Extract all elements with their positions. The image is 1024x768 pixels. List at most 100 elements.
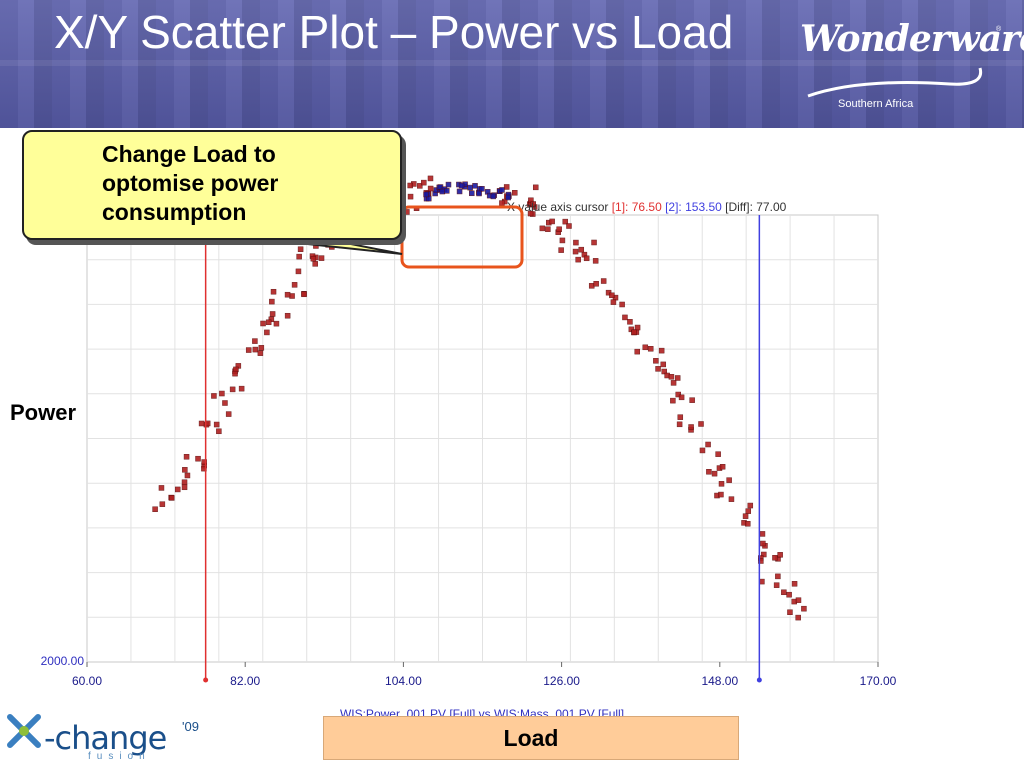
data-point	[573, 239, 579, 246]
data-point	[260, 320, 266, 327]
highlight-box	[400, 205, 524, 269]
data-point	[539, 225, 546, 232]
data-point	[718, 481, 725, 487]
slide-header: X/Y Scatter Plot – Power vs Load Wonderw…	[0, 0, 1024, 128]
x-tick-label: 104.00	[385, 674, 422, 688]
data-point	[658, 347, 665, 354]
data-point	[706, 469, 712, 475]
data-point	[269, 311, 276, 317]
data-point	[310, 255, 317, 262]
data-point	[726, 477, 732, 483]
data-point	[566, 223, 572, 229]
data-point	[213, 421, 220, 428]
data-point	[252, 346, 259, 353]
data-point	[786, 591, 792, 598]
data-point	[556, 226, 562, 233]
data-point	[421, 179, 427, 186]
y-axis-label: Power	[10, 400, 77, 425]
data-point	[705, 441, 711, 448]
data-point	[795, 597, 802, 603]
data-point	[761, 551, 767, 558]
data-point	[711, 470, 718, 477]
data-point	[183, 454, 190, 460]
data-point	[503, 184, 510, 190]
data-point	[609, 292, 615, 299]
data-point	[265, 319, 272, 326]
data-point	[245, 347, 252, 353]
event-subtitle: fusion	[88, 751, 151, 762]
data-point	[467, 184, 473, 191]
logo-swoosh-icon	[807, 67, 983, 98]
data-point	[747, 502, 754, 509]
data-point	[407, 193, 414, 200]
data-point	[688, 424, 694, 430]
data-point	[291, 282, 298, 288]
data-point	[257, 350, 264, 356]
data-point	[801, 605, 807, 612]
data-point	[677, 414, 684, 420]
cursor-2-value: [2]: 153.50	[665, 200, 725, 214]
data-point	[745, 508, 752, 514]
data-point	[600, 278, 607, 284]
data-point	[674, 375, 681, 381]
data-point	[490, 193, 497, 200]
data-point	[195, 455, 201, 462]
data-point	[718, 491, 724, 498]
data-point	[572, 248, 579, 255]
data-point	[289, 293, 295, 299]
data-point	[781, 589, 787, 596]
data-point	[559, 237, 566, 244]
data-point	[759, 578, 765, 585]
data-point	[627, 319, 633, 325]
data-point	[660, 361, 667, 368]
data-point	[270, 288, 277, 295]
data-point	[417, 183, 423, 189]
data-point	[530, 201, 537, 207]
data-point	[222, 400, 228, 406]
data-point	[591, 239, 597, 246]
data-point	[759, 531, 766, 537]
data-point	[476, 190, 482, 197]
data-point	[264, 329, 270, 336]
data-point	[593, 281, 599, 287]
cursor-readout-label: X value axis cursor	[507, 200, 612, 214]
data-point	[699, 447, 706, 454]
data-point	[229, 386, 236, 393]
data-point	[698, 421, 704, 427]
data-point	[184, 472, 191, 479]
data-point	[655, 366, 661, 372]
data-point	[610, 299, 617, 305]
data-point	[622, 314, 628, 321]
data-point	[404, 209, 410, 215]
x-tick-label: 82.00	[230, 674, 260, 688]
data-point	[159, 501, 166, 507]
header-band	[0, 60, 1024, 66]
data-point	[777, 552, 783, 558]
data-point	[787, 609, 793, 615]
data-point	[647, 346, 654, 352]
data-point	[182, 467, 188, 473]
data-point	[252, 338, 258, 344]
data-point	[301, 291, 307, 298]
data-point	[238, 385, 245, 392]
event-year: '09	[182, 719, 199, 734]
data-point	[583, 255, 590, 262]
data-point	[158, 485, 165, 491]
data-point	[653, 358, 659, 364]
callout-box: Change Load to optomise power consumptio…	[22, 130, 402, 240]
cursor-diff-value: [Diff]: 77.00	[725, 200, 786, 214]
data-point	[773, 582, 780, 588]
x-axis-label: Load	[503, 725, 559, 751]
data-point	[499, 200, 505, 206]
data-point	[232, 370, 238, 377]
x-tick-label: 170.00	[860, 674, 897, 688]
data-point	[198, 420, 205, 427]
header-shade	[0, 0, 1024, 128]
data-point	[258, 345, 265, 351]
data-point	[791, 581, 798, 587]
data-point	[174, 486, 181, 493]
data-point	[458, 182, 465, 189]
data-point	[505, 194, 511, 201]
data-point	[675, 391, 681, 398]
